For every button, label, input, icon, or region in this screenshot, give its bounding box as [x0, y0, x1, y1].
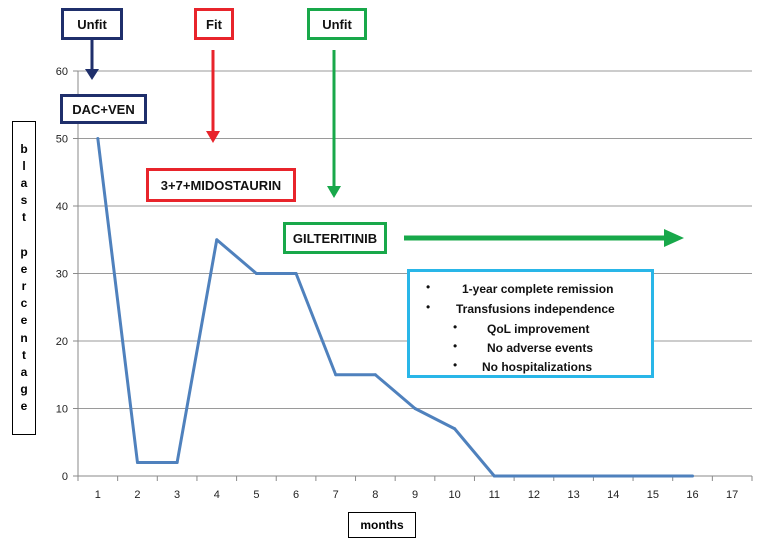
gilteritinib-label: GILTERITINIB — [283, 222, 387, 254]
data-point — [651, 474, 655, 478]
x-tick-label: 7 — [333, 489, 339, 501]
x-tick-label: 8 — [372, 489, 378, 501]
data-point — [373, 373, 377, 377]
y-axis-label-char: g — [20, 382, 28, 397]
y-axis-label-char: t — [22, 347, 26, 362]
dac-ven-label: DAC+VEN — [60, 94, 147, 124]
unfit-arrow-head — [85, 69, 99, 80]
y-axis-label-char: c — [20, 296, 28, 311]
data-point — [572, 474, 576, 478]
data-point — [611, 474, 615, 478]
outcome-item: Transfusions independence — [456, 302, 615, 316]
y-axis-label-char — [22, 226, 25, 243]
x-tick-label: 10 — [449, 489, 461, 501]
y-tick-label: 60 — [56, 66, 68, 78]
x-tick-label: 14 — [607, 489, 619, 501]
data-point — [532, 474, 536, 478]
x-tick-label: 9 — [412, 489, 418, 501]
data-point — [215, 238, 219, 242]
outcome-item: No hospitalizations — [482, 360, 593, 374]
y-axis-label-char: a — [20, 364, 28, 379]
y-axis-label-char: r — [21, 279, 27, 293]
x-tick-labels: 1 2 3 4 5 6 7 8 9 10 11 12 13 14 15 16 17 — [95, 489, 739, 501]
fit-arrow-head — [206, 131, 220, 143]
data-point — [96, 137, 100, 140]
x-tick-label: 4 — [214, 489, 220, 501]
y-tick-label: 30 — [56, 269, 68, 281]
outcome-item: 1-year complete remission — [462, 282, 614, 296]
annotation-arrows — [85, 40, 684, 247]
y-axis-label-char: e — [20, 313, 28, 328]
y-tick-label: 50 — [56, 134, 68, 146]
outcomes-box: • 1-year complete remission • Transfusio… — [407, 269, 654, 378]
x-tick-label: 12 — [528, 489, 540, 501]
y-axis-label-char: a — [20, 175, 28, 190]
outcome-item: QoL improvement — [487, 322, 590, 336]
bullet: • — [453, 358, 458, 372]
unfit-2-arrow-head — [327, 186, 341, 198]
x-tick-label: 13 — [567, 489, 579, 501]
y-axis-label-char: b — [20, 141, 28, 156]
series-line — [96, 138, 693, 478]
y-tick-label: 10 — [56, 404, 68, 416]
x-tick-label: 6 — [293, 489, 299, 501]
y-axis-label-char: e — [20, 261, 28, 276]
y-axis-label-char: t — [22, 210, 26, 225]
x-tick-label: 1 — [95, 489, 101, 501]
bullet: • — [426, 300, 431, 314]
y-tick-label: 0 — [62, 471, 68, 483]
y-axis-label-char: s — [20, 193, 28, 208]
unfit-2-label: Unfit — [307, 8, 367, 40]
data-point — [254, 272, 258, 275]
data-point — [334, 373, 338, 377]
bullet: • — [453, 339, 458, 353]
y-tick-label: 20 — [56, 336, 68, 348]
data-point — [453, 427, 457, 431]
midostaurin-label: 3+7+MIDOSTAURIN — [146, 168, 296, 202]
y-tick-labels: 0 10 20 30 40 50 60 — [56, 66, 68, 483]
y-tick-label: 40 — [56, 201, 68, 213]
x-tick-label: 15 — [647, 489, 659, 501]
y-axis-label-char: p — [20, 244, 28, 259]
data-point — [135, 461, 139, 464]
x-tick-label: 16 — [686, 489, 698, 501]
data-point — [175, 461, 179, 464]
x-tick-label: 3 — [174, 489, 180, 501]
data-point — [691, 474, 695, 478]
y-axis-label-char: n — [20, 330, 28, 345]
fit-label: Fit — [194, 8, 234, 40]
unfit-label: Unfit — [61, 8, 123, 40]
data-point — [413, 407, 417, 410]
y-axis-label-char: e — [20, 399, 28, 414]
x-axis-label: months — [348, 512, 416, 538]
x-tick-label: 17 — [726, 489, 738, 501]
data-point — [492, 474, 496, 478]
outcome-item: No adverse events — [487, 341, 594, 355]
x-tick-label: 2 — [134, 489, 140, 501]
bullet: • — [453, 320, 458, 334]
x-tick-label: 11 — [489, 489, 500, 501]
x-tick-label: 5 — [253, 489, 259, 501]
blast-series — [96, 137, 695, 478]
bullet: • — [426, 280, 431, 294]
gilteritinib-arrow-head — [664, 229, 684, 247]
y-axis-label-char: l — [22, 158, 26, 173]
data-point — [294, 272, 298, 275]
